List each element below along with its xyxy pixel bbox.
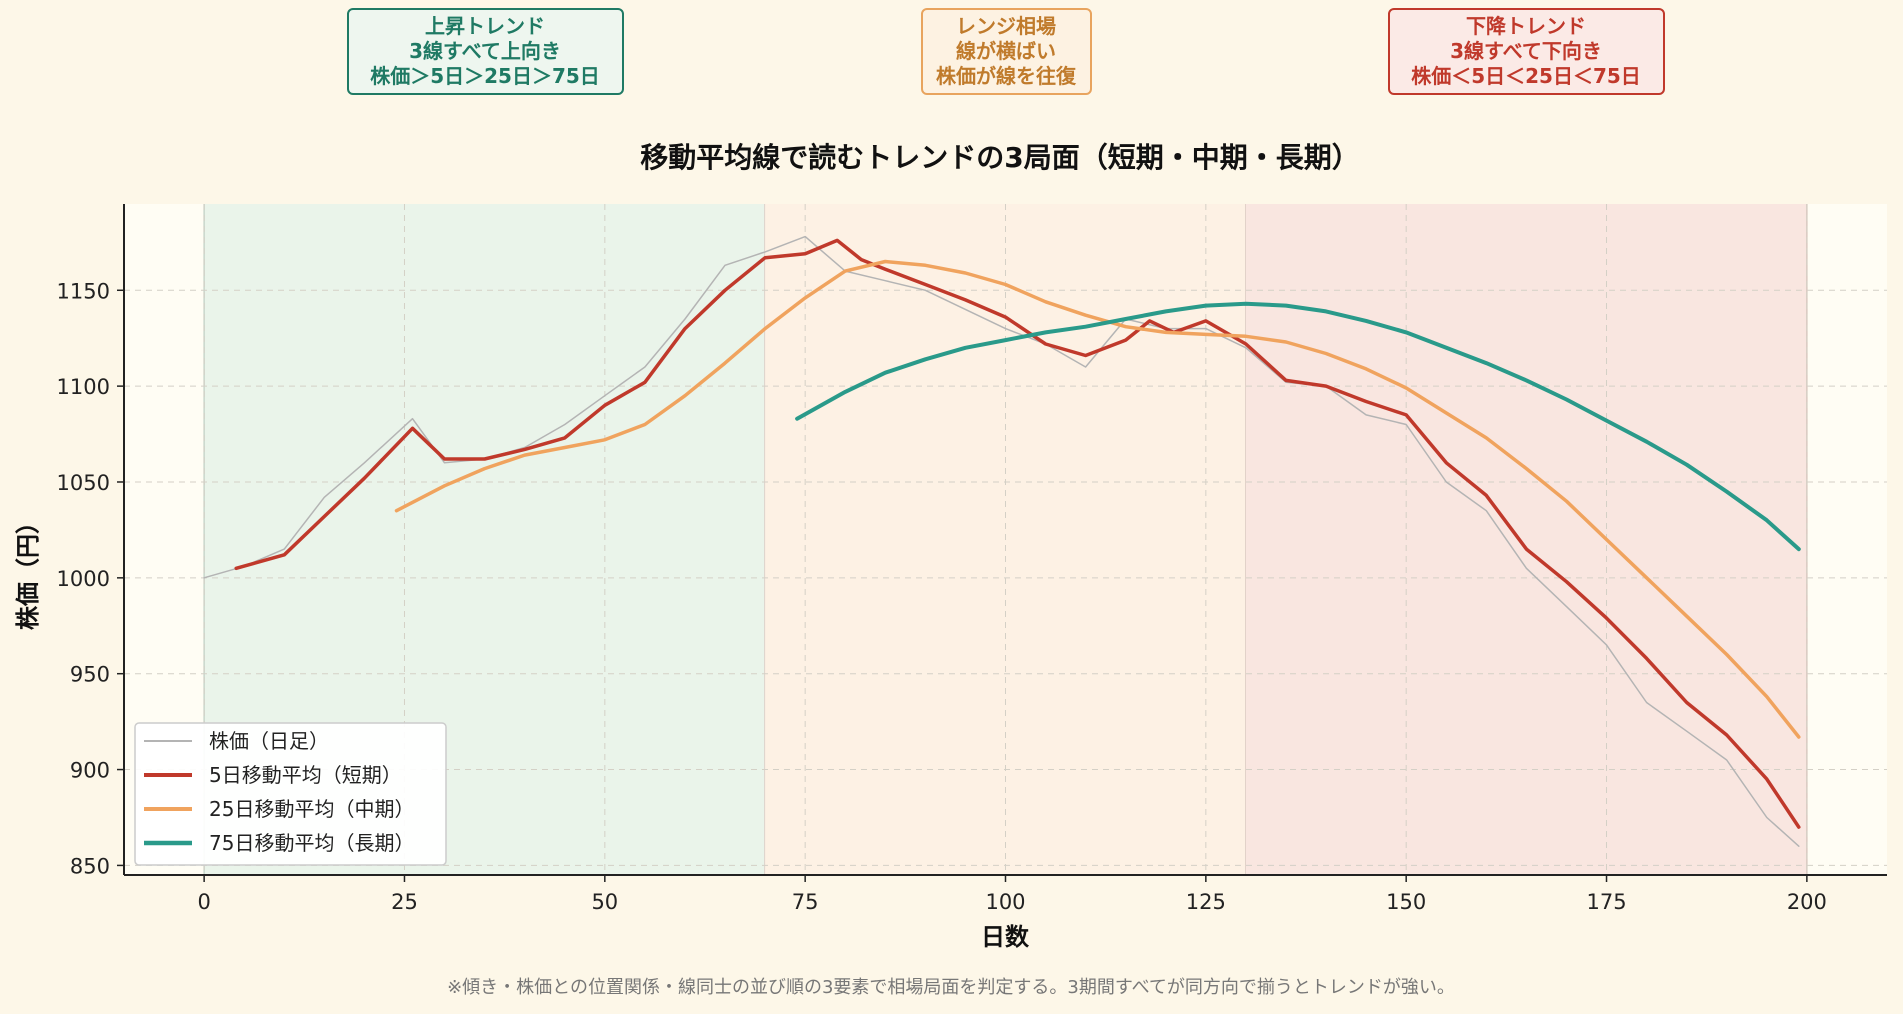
legend-label-price: 株価（日足） [209, 729, 329, 753]
annotation-range: レンジ相場 線が横ばい 株価が線を往復 [921, 8, 1092, 95]
y-tick-label: 900 [70, 759, 110, 783]
annotation-line: 株価＜5日＜25日＜75日 [1411, 64, 1641, 88]
y-tick-label: 850 [70, 854, 110, 878]
annotation-title: 上昇トレンド [425, 14, 545, 38]
x-tick-label: 175 [1586, 890, 1626, 914]
x-tick-label: 75 [792, 890, 819, 914]
x-axis-label: 日数 [981, 923, 1030, 951]
series-line-ma5 [234, 238, 1801, 829]
annotation-line: 線が横ばい [956, 39, 1056, 63]
legend-label-ma5: 5日移動平均（短期） [209, 763, 402, 787]
x-tick-label: 125 [1186, 890, 1226, 914]
annotation-line: 3線すべて下向き [1450, 39, 1602, 63]
annotation-box [347, 8, 624, 95]
legend-label-ma25: 25日移動平均（中期） [209, 797, 414, 821]
legend-box [134, 722, 447, 866]
y-tick-label: 1050 [57, 471, 110, 495]
y-tick-label: 1000 [57, 567, 110, 591]
annotation-line: 株価＞5日＞25日＞75日 [370, 64, 600, 88]
annotation-box [921, 8, 1092, 95]
x-tick-label: 50 [591, 890, 618, 914]
annotation-line: 株価が線を往復 [936, 64, 1077, 88]
legend: 株価（日足） 5日移動平均（短期） 25日移動平均（中期） 75日移動平均（長期） [134, 722, 447, 866]
x-tick-label: 25 [391, 890, 418, 914]
x-tick-label: 150 [1386, 890, 1426, 914]
y-tick-label: 950 [70, 663, 110, 687]
annotation-uptrend: 上昇トレンド 3線すべて上向き 株価＞5日＞25日＞75日 [347, 8, 624, 95]
footnote: ※傾き・株価との位置関係・線同士の並び順の3要素で相場局面を判定する。3期間すべ… [447, 977, 1455, 998]
annotation-line: 3線すべて上向き [409, 39, 561, 63]
annotation-title: レンジ相場 [956, 14, 1056, 38]
y-axis-label: 株価（円） [14, 510, 42, 630]
trend-annotations: 上昇トレンド 3線すべて上向き 株価＞5日＞25日＞75日 レンジ相場 線が横ば… [347, 8, 1665, 95]
x-tick-label: 100 [985, 890, 1025, 914]
annotation-box [1388, 8, 1665, 95]
tick-labels: 0 25 50 75 100 125 150 175 200 850 900 950 1000 1050 1… [57, 279, 1827, 914]
legend-label-ma75: 75日移動平均（長期） [209, 831, 414, 855]
annotation-downtrend: 下降トレンド 3線すべて下向き 株価＜5日＜25日＜75日 [1388, 8, 1665, 95]
chart-title: 移動平均線で読むトレンドの3局面（短期・中期・長期） [640, 141, 1360, 174]
y-tick-label: 1100 [57, 375, 110, 399]
zone-2 [1245, 204, 1807, 875]
series-lines [203, 235, 1801, 847]
annotation-title: 下降トレンド [1466, 14, 1586, 38]
x-tick-label: 200 [1787, 890, 1827, 914]
y-tick-label: 1150 [57, 279, 110, 303]
series-line-ma75 [795, 301, 1801, 552]
x-tick-label: 0 [197, 890, 210, 914]
